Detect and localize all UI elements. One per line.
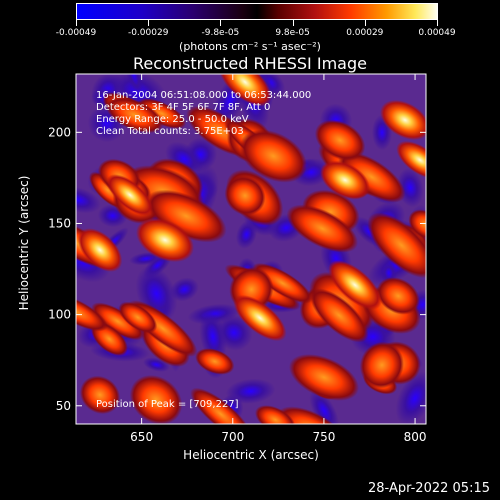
y-axis-label: Heliocentric Y (arcsec) — [17, 163, 31, 323]
y-tick-label: 150 — [48, 216, 71, 230]
colorbar-tick — [220, 20, 221, 26]
x-tick-label: 650 — [130, 430, 153, 444]
x-axis-label: Heliocentric X (arcsec) — [76, 448, 426, 462]
x-tick-label: 700 — [221, 430, 244, 444]
colorbar-tick — [76, 20, 77, 26]
colorbar — [76, 3, 438, 20]
colorbar-tick — [293, 20, 294, 26]
colorbar-tick-label: -0.00049 — [56, 28, 96, 38]
footer-timestamp: 28-Apr-2022 05:15 — [368, 481, 490, 496]
annotation-detectors: Detectors: 3F 4F 5F 6F 7F 8F, Att 0 — [96, 102, 270, 113]
colorbar-tick — [365, 20, 366, 26]
annotation-time: 16-Jan-2004 06:51:08.000 to 06:53:44.000 — [96, 90, 311, 101]
chart-title: Reconstructed RHESSI Image — [0, 54, 500, 73]
x-tick-label: 800 — [404, 430, 427, 444]
peak-annotation: Position of Peak = [709,227] — [96, 399, 239, 410]
colorbar-tick-label: -0.00029 — [128, 28, 168, 38]
colorbar-tick-label: 0.00029 — [346, 28, 383, 38]
colorbar-tick-label: 9.8e-05 — [275, 28, 310, 38]
colorbar-tick-label: 0.00049 — [418, 28, 455, 38]
annotation-energy: Energy Range: 25.0 - 50.0 keV — [96, 114, 249, 125]
colorbar-unit: (photons cm⁻² s⁻¹ asec⁻²) — [0, 40, 500, 53]
annotation-counts: Clean Total counts: 3.75E+03 — [96, 126, 244, 137]
colorbar-tick-label: -9.8e-05 — [201, 28, 239, 38]
y-tick-label: 200 — [48, 125, 71, 139]
colorbar-tick — [437, 20, 438, 26]
y-tick-label: 100 — [48, 308, 71, 322]
x-tick-label: 750 — [312, 430, 335, 444]
colorbar-tick — [148, 20, 149, 26]
y-tick-label: 50 — [56, 399, 71, 413]
